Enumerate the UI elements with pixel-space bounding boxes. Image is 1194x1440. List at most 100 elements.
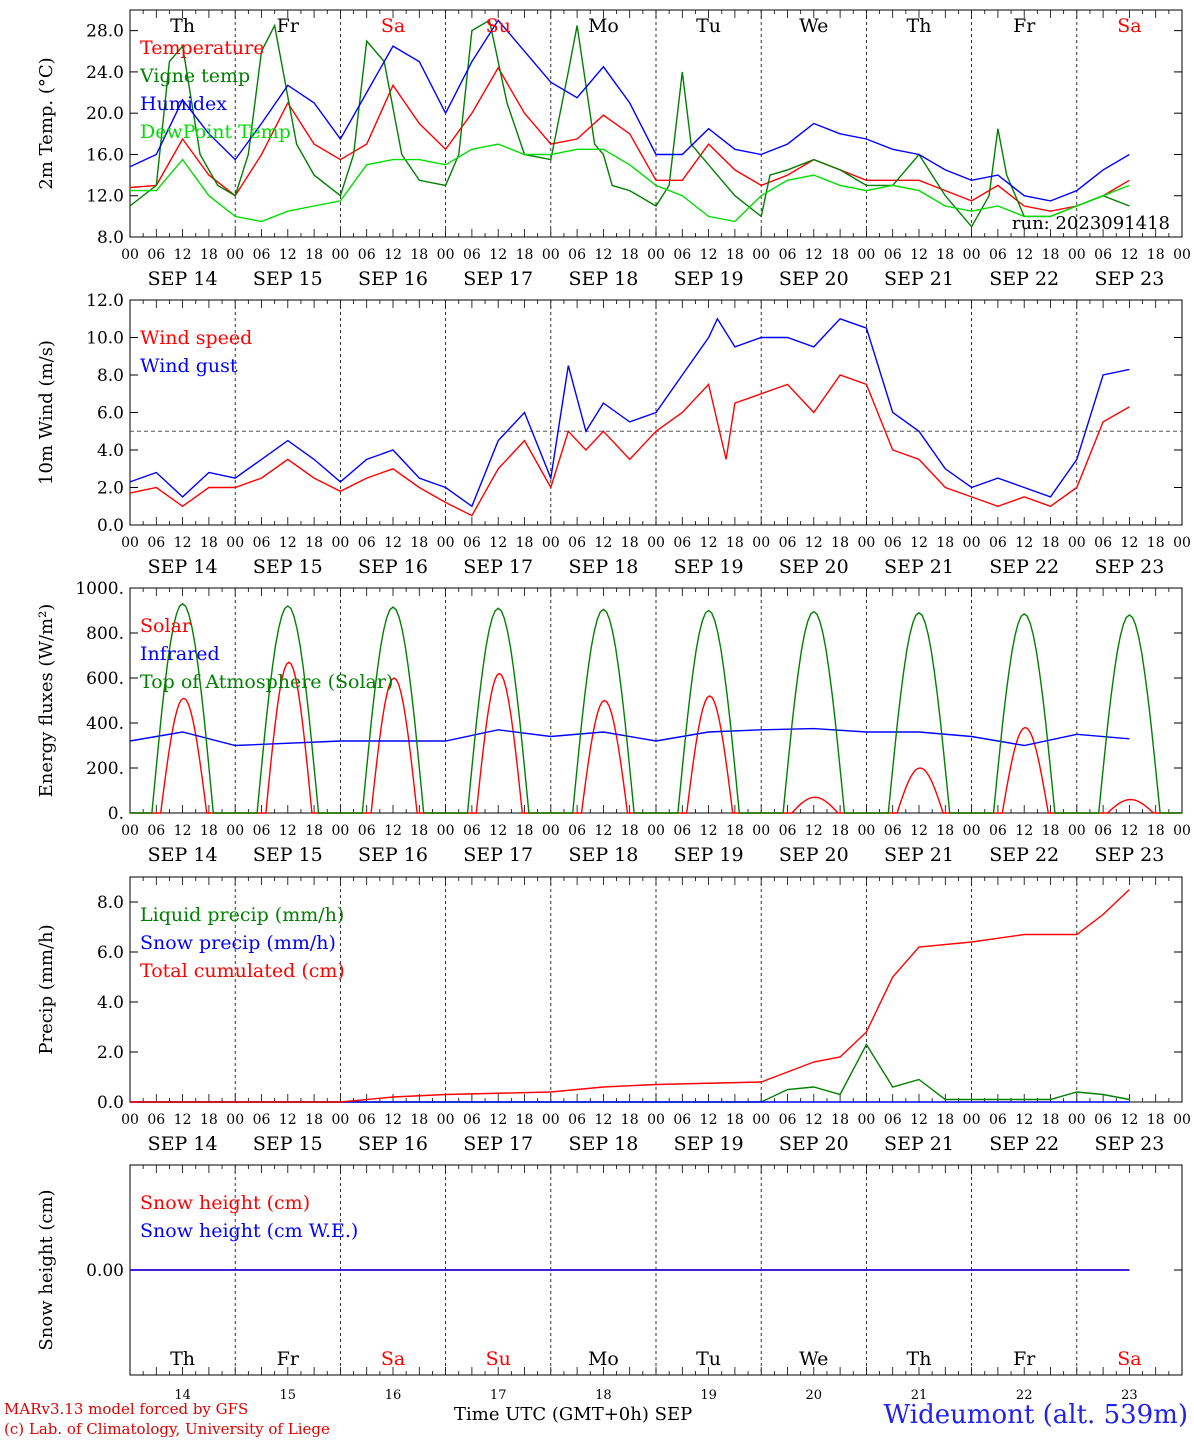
- date-label: SEP 15: [253, 1133, 323, 1155]
- hour-tick-label: 00: [331, 247, 349, 263]
- hour-tick-label: 18: [200, 823, 218, 839]
- y-tick-label: 0.0: [97, 516, 124, 536]
- legend-entry: Top of Atmosphere (Solar): [140, 671, 393, 693]
- hour-tick-label: 00: [226, 823, 244, 839]
- y-tick-label: 6.0: [97, 943, 124, 963]
- hour-tick-label: 18: [936, 247, 954, 263]
- hour-tick-label: 06: [253, 823, 271, 839]
- hour-tick-label: 12: [700, 823, 718, 839]
- hour-tick-label: 06: [568, 823, 586, 839]
- hour-tick-label: 18: [621, 247, 639, 263]
- y-tick-label: 400.: [86, 714, 124, 734]
- day-name: Th: [170, 1348, 195, 1370]
- date-label: SEP 15: [253, 844, 323, 866]
- hour-tick-label: 00: [121, 247, 139, 263]
- hour-tick-label: 06: [884, 823, 902, 839]
- y-tick-label: 10.0: [86, 329, 124, 349]
- hour-tick-label: 18: [1147, 823, 1165, 839]
- legend-entry: Snow height (cm W.E.): [140, 1220, 358, 1242]
- hour-tick-label: 18: [726, 535, 744, 551]
- hour-tick-label: 06: [884, 535, 902, 551]
- hour-tick-label: 18: [831, 535, 849, 551]
- series-line: [130, 143, 1130, 223]
- hour-tick-label: 12: [594, 823, 612, 839]
- date-label: SEP 18: [568, 268, 638, 290]
- hour-tick-label: 00: [1068, 247, 1086, 263]
- y-tick-label: 2.0: [97, 1043, 124, 1063]
- day-name: Sa: [1117, 1348, 1141, 1370]
- hour-tick-label: 06: [358, 1112, 376, 1128]
- legend-entry: Wind speed: [140, 327, 252, 349]
- lab-credit: (c) Lab. of Climatology, University of L…: [4, 1420, 330, 1438]
- hour-tick-label: 12: [805, 247, 823, 263]
- hour-tick-label: 00: [437, 1112, 455, 1128]
- hour-tick-label: 06: [884, 247, 902, 263]
- day-number-label: 23: [1121, 1388, 1138, 1403]
- day-number-label: 17: [490, 1388, 507, 1403]
- legend-entry: Solar: [140, 615, 192, 637]
- hour-tick-label: 00: [121, 535, 139, 551]
- y-tick-label: 24.0: [86, 63, 124, 83]
- hour-tick-label: 18: [1042, 1112, 1060, 1128]
- hour-tick-label: 18: [621, 535, 639, 551]
- hour-tick-label: 18: [200, 247, 218, 263]
- date-label: SEP 18: [568, 844, 638, 866]
- date-label: SEP 22: [989, 268, 1059, 290]
- day-name: Sa: [381, 15, 405, 37]
- hour-tick-label: 18: [1147, 535, 1165, 551]
- legend-entry: Liquid precip (mm/h): [140, 904, 344, 926]
- date-label: SEP 21: [884, 268, 954, 290]
- series-line: [130, 888, 1130, 1103]
- run-annotation: run: 2023091418: [1012, 213, 1170, 234]
- hour-tick-label: 00: [647, 823, 665, 839]
- hour-tick-label: 12: [910, 247, 928, 263]
- hour-tick-label: 00: [647, 535, 665, 551]
- series-line: [129, 374, 1130, 517]
- series-line: [129, 19, 1130, 202]
- y-axis-label: 2m Temp. (°C): [36, 57, 57, 189]
- day-name: Sa: [1117, 15, 1141, 37]
- hour-tick-label: 12: [489, 1112, 507, 1128]
- hour-tick-label: 06: [147, 1112, 165, 1128]
- hour-tick-label: 06: [1094, 247, 1112, 263]
- hour-tick-label: 06: [989, 247, 1007, 263]
- hour-tick-label: 00: [857, 1112, 875, 1128]
- hour-tick-label: 06: [253, 1112, 271, 1128]
- date-label: SEP 22: [989, 844, 1059, 866]
- hour-tick-label: 06: [463, 823, 481, 839]
- hour-tick-label: 18: [200, 535, 218, 551]
- hour-tick-label: 00: [857, 247, 875, 263]
- hour-tick-label: 12: [384, 1112, 402, 1128]
- time-axis-label: Time UTC (GMT+0h): [454, 1404, 649, 1425]
- legend-entry: Vigne temp: [139, 65, 250, 87]
- hour-tick-label: 12: [910, 823, 928, 839]
- series-line: [130, 602, 1182, 814]
- hour-tick-label: 18: [1042, 823, 1060, 839]
- hour-tick-label: 00: [542, 535, 560, 551]
- hour-tick-label: 12: [805, 823, 823, 839]
- hour-tick-label: 18: [410, 247, 428, 263]
- legend-entry: Humidex: [140, 93, 227, 115]
- day-name: Mo: [588, 1348, 619, 1370]
- hour-tick-label: 12: [384, 247, 402, 263]
- y-tick-label: 800.: [86, 624, 124, 644]
- date-label: SEP 17: [463, 556, 533, 578]
- y-tick-label: 200.: [86, 759, 124, 779]
- hour-tick-label: 12: [174, 247, 192, 263]
- day-number-label: 22: [1016, 1388, 1033, 1403]
- hour-tick-label: 06: [673, 535, 691, 551]
- day-name: Su: [486, 1348, 511, 1370]
- date-label: SEP 20: [779, 844, 849, 866]
- hour-tick-label: 12: [174, 535, 192, 551]
- y-tick-label: 12.0: [86, 187, 124, 207]
- y-axis-label: Energy fluxes (W/m²): [36, 604, 57, 798]
- date-label: SEP 21: [884, 1133, 954, 1155]
- day-name: Th: [170, 15, 195, 37]
- hour-tick-label: 00: [121, 1112, 139, 1128]
- hour-tick-label: 12: [700, 1112, 718, 1128]
- day-name: We: [799, 1348, 828, 1370]
- hour-tick-label: 06: [673, 823, 691, 839]
- day-number-label: 21: [911, 1388, 928, 1403]
- date-label: SEP 17: [463, 844, 533, 866]
- hour-tick-label: 00: [1173, 247, 1191, 263]
